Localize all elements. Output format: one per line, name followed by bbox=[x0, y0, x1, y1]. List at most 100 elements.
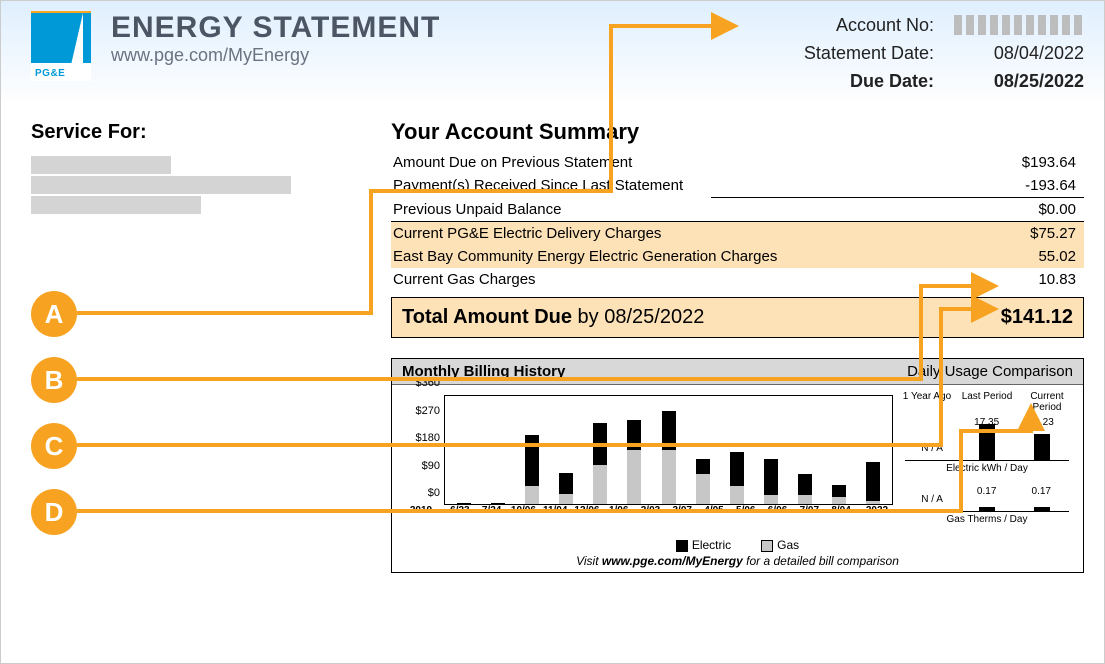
bar-electric bbox=[593, 423, 607, 465]
x-tick: 6/23 bbox=[444, 505, 476, 521]
x-tick: 6/06 bbox=[762, 505, 794, 521]
bar-column bbox=[583, 396, 617, 504]
summary-title: Your Account Summary bbox=[391, 119, 1084, 145]
bar-electric bbox=[696, 459, 710, 474]
account-block: Account No: Statement Date: 08/04/2022 Due … bbox=[774, 11, 1084, 95]
bar-electric bbox=[525, 435, 539, 486]
bar-gas bbox=[798, 495, 812, 504]
gas-value: 10.83 bbox=[1038, 271, 1076, 288]
bar-gas bbox=[696, 474, 710, 504]
total-due-label: Total Amount Due by 08/25/2022 bbox=[402, 306, 704, 329]
summary-row: Amount Due on Previous Statement$193.64 bbox=[391, 151, 1084, 174]
row-label: East Bay Community Energy Electric Gener… bbox=[393, 248, 777, 265]
account-value: 08/04/2022 bbox=[954, 43, 1084, 64]
row-label: Amount Due on Previous Statement bbox=[393, 154, 632, 171]
y-tick: $0 bbox=[428, 487, 440, 499]
bar-column bbox=[686, 396, 720, 504]
bar-electric bbox=[627, 420, 641, 450]
bar-gas bbox=[866, 501, 880, 504]
usage-value: 0.17 bbox=[960, 486, 1014, 497]
x-tick: 1/06 bbox=[603, 505, 635, 521]
usage-value: N / A bbox=[905, 494, 959, 505]
account-label: Statement Date: bbox=[774, 43, 934, 64]
x-tick: 12/06 bbox=[571, 505, 603, 521]
bar-gas bbox=[593, 465, 607, 504]
usage-header: Current Period bbox=[1017, 391, 1076, 413]
account-row: Due Date:08/25/2022 bbox=[774, 67, 1084, 95]
prev-unpaid-value: $0.00 bbox=[1038, 201, 1076, 218]
callout-badge-d: D bbox=[31, 489, 77, 535]
bar-column bbox=[481, 396, 515, 504]
bar-gas bbox=[525, 486, 539, 504]
bar-column bbox=[651, 396, 685, 504]
bar-gas bbox=[832, 497, 846, 505]
bar-electric bbox=[457, 503, 471, 505]
account-row: Statement Date: 08/04/2022 bbox=[774, 39, 1084, 67]
bar-gas bbox=[627, 450, 641, 504]
bar-electric bbox=[491, 503, 505, 505]
left-column: Service For: bbox=[31, 111, 391, 573]
bar-column bbox=[754, 396, 788, 504]
bar-column bbox=[617, 396, 651, 504]
bars-area: $0$90$180$270$360 2019 6/237/2410/0611/0… bbox=[398, 391, 897, 521]
usage-bar bbox=[979, 507, 995, 511]
bar-electric bbox=[866, 462, 880, 501]
redacted-line bbox=[31, 176, 291, 194]
bar-electric bbox=[662, 411, 676, 450]
bar-column bbox=[788, 396, 822, 504]
usage-value: 0.17 bbox=[1014, 486, 1068, 497]
x-tick: 7/07 bbox=[793, 505, 825, 521]
bar-column bbox=[447, 396, 481, 504]
y-tick: $180 bbox=[416, 432, 440, 444]
bar-column bbox=[720, 396, 754, 504]
bar-gas bbox=[662, 450, 676, 504]
bar-column bbox=[515, 396, 549, 504]
y-tick: $270 bbox=[416, 405, 440, 417]
row-label: Payment(s) Received Since Last Statement bbox=[393, 177, 683, 194]
bar-electric bbox=[832, 485, 846, 497]
prev-unpaid-row: Previous Unpaid Balance $0.00 bbox=[391, 198, 1084, 221]
summary-row-highlight: East Bay Community Energy Electric Gener… bbox=[391, 245, 1084, 268]
summary-row-highlight: Current PG&E Electric Delivery Charges$7… bbox=[391, 222, 1084, 245]
service-for-heading: Service For: bbox=[31, 121, 391, 144]
account-label: Account No: bbox=[774, 15, 934, 36]
row-value: 55.02 bbox=[1038, 248, 1076, 265]
billing-history-chart: Monthly Billing History Daily Usage Comp… bbox=[391, 358, 1084, 573]
redacted-line bbox=[31, 156, 171, 174]
bar-gas bbox=[559, 494, 573, 505]
x-tick: 11/04 bbox=[539, 505, 571, 521]
y-tick: $90 bbox=[422, 460, 440, 472]
account-value: 08/25/2022 bbox=[954, 71, 1084, 92]
usage-header: 1 Year Ago bbox=[897, 391, 956, 413]
bar-gas bbox=[730, 486, 744, 504]
total-due-value: $141.12 bbox=[1001, 306, 1073, 329]
x-tick: 4/05 bbox=[698, 505, 730, 521]
x-tick: 5/06 bbox=[730, 505, 762, 521]
statement-title: ENERGY STATEMENT bbox=[111, 11, 774, 45]
usage-bar bbox=[1034, 507, 1050, 511]
account-row: Account No: bbox=[774, 11, 1084, 39]
summary-row: Payment(s) Received Since Last Statement… bbox=[391, 174, 1084, 197]
usage-bar bbox=[1034, 434, 1050, 460]
plot-area bbox=[444, 395, 893, 505]
title-block: ENERGY STATEMENT www.pge.com/MyEnergy bbox=[111, 11, 774, 66]
x-axis: 2019 6/237/2410/0611/0412/061/062/033/07… bbox=[398, 505, 897, 521]
chart-legend: Electric Gas bbox=[392, 537, 1083, 552]
x-tick: 8/04 bbox=[825, 505, 857, 521]
bar-electric bbox=[764, 459, 778, 495]
bar-electric bbox=[559, 473, 573, 494]
redacted-line bbox=[31, 196, 201, 214]
prev-unpaid-label: Previous Unpaid Balance bbox=[393, 201, 561, 218]
redacted-value bbox=[954, 15, 1084, 35]
x-tick: 10/06 bbox=[508, 505, 540, 521]
statement-url: www.pge.com/MyEnergy bbox=[111, 45, 774, 66]
row-value: $75.27 bbox=[1030, 225, 1076, 242]
usage-value: 17.35 bbox=[960, 417, 1014, 428]
usage-bar bbox=[979, 424, 995, 460]
header: PG&E ENERGY STATEMENT www.pge.com/MyEner… bbox=[1, 1, 1104, 101]
usage-value: N / A bbox=[905, 443, 959, 454]
usage-header: Last Period bbox=[957, 391, 1016, 413]
total-due-row: Total Amount Due by 08/25/2022 $141.12 bbox=[391, 297, 1084, 338]
callout-badges: ABCD bbox=[31, 291, 77, 535]
bar-electric bbox=[730, 452, 744, 487]
